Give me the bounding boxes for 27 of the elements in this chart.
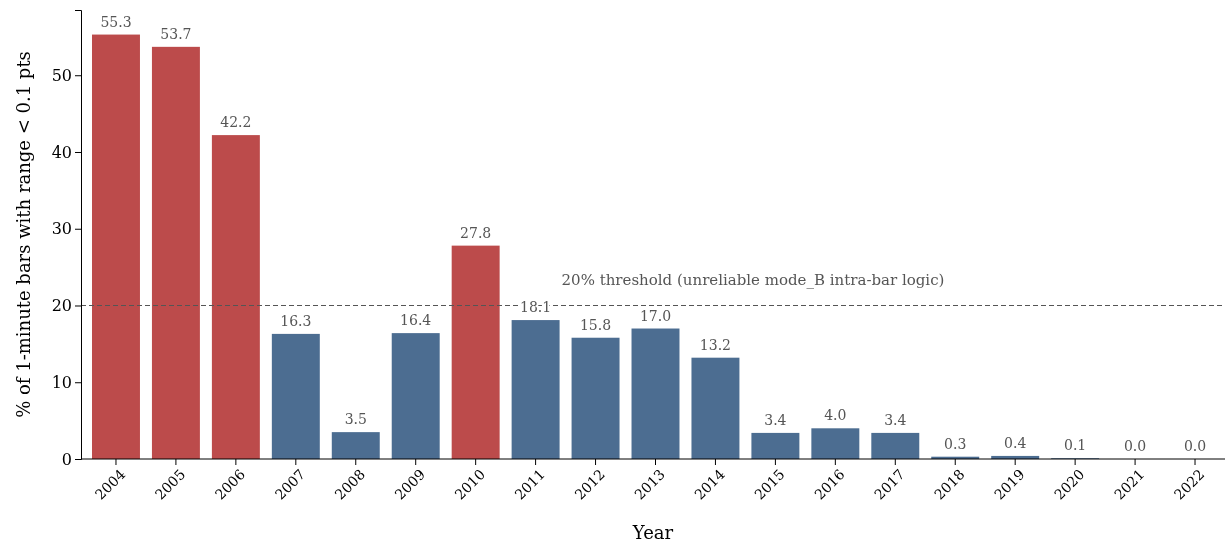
data-label: 27.8 [460, 224, 492, 241]
data-label: 0.3 [944, 435, 967, 452]
data-label: 0.0 [1183, 438, 1207, 454]
data-label: 0.0 [1123, 438, 1147, 454]
data-label: 42.2 [220, 114, 252, 131]
data-label: 55.3 [100, 13, 132, 30]
y-tick-label: 30 [51, 219, 72, 239]
data-label: 3.4 [764, 411, 787, 428]
data-label: 16.4 [400, 312, 432, 329]
data-label: 0.4 [1004, 434, 1027, 451]
y-tick-label: 40 [51, 142, 72, 162]
y-axis-title: % of 1-minute bars with range < 0.1 pts [13, 51, 34, 418]
data-label: 13.2 [699, 336, 732, 353]
ref-line-label: 20% threshold (unreliable mode_B intra-bar logic) [561, 271, 945, 290]
data-label: 4.0 [824, 407, 847, 424]
y-tick-label: 0 [61, 449, 72, 469]
data-label: 17.0 [639, 307, 672, 324]
data-label: 3.4 [884, 411, 907, 428]
y-tick-label: 20 [51, 296, 72, 316]
data-label: 15.8 [579, 316, 612, 333]
data-label: 3.5 [344, 411, 367, 428]
data-label: 0.1 [1064, 437, 1087, 454]
x-axis-title: Year [631, 522, 674, 541]
data-label: 53.7 [160, 25, 192, 42]
data-label: 16.3 [280, 312, 312, 329]
y-tick-label: 50 [51, 65, 72, 85]
y-tick-label: 10 [51, 372, 72, 392]
